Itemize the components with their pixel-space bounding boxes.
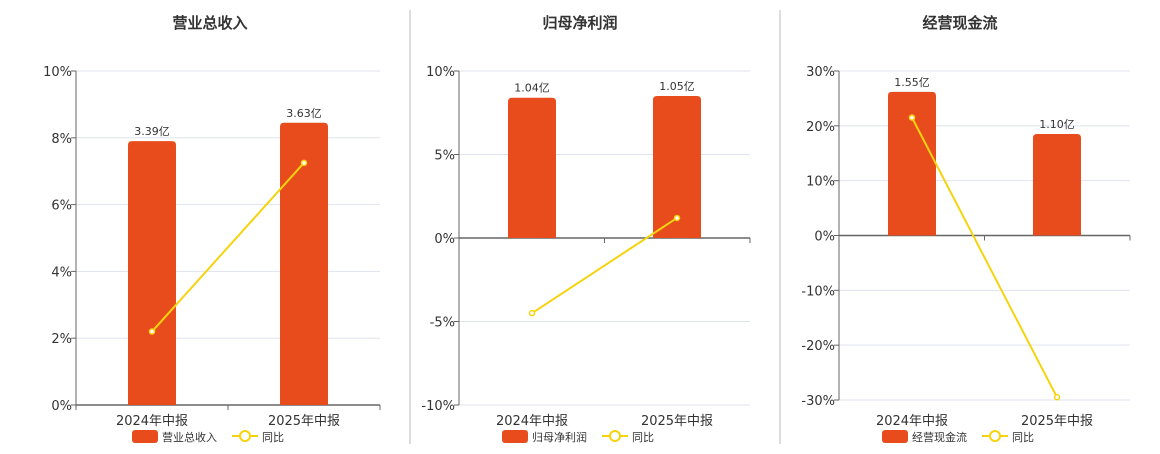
bar [280,122,328,406]
legend-line-label: 同比 [262,431,284,444]
yoy-point [673,214,681,222]
legend-bar-swatch [502,430,528,443]
y-tick-label: -30% [801,394,835,409]
legend-line-marker [609,430,621,442]
y-tick-label: 4% [51,265,72,280]
yoy-point [1053,394,1061,401]
yoy-point [528,309,536,317]
yoy-point [148,328,156,335]
y-tick-label: 8% [51,132,72,147]
y-tick-label: 20% [806,120,835,135]
revenue-chart-panel: 营业总收入 0% 2% 4% 6% 8% 10% 2024年中报 2025年中报 3.39亿 3.6… [43,14,381,444]
y-tick-label: 10% [426,65,455,80]
legend-bar-swatch [132,430,158,443]
yoy-line [911,117,1058,398]
y-tick-label: 30% [806,65,835,80]
y-tick-label: 2% [51,332,72,347]
bar [508,97,556,238]
legend-bar-label: 归母净利润 [532,430,587,444]
chart-title: 营业总收入 [172,14,247,32]
x-category-label: 2025年中报 [641,414,713,429]
bar-data-label: 1.05亿 [659,80,695,93]
x-category-label: 2024年中报 [876,414,948,429]
operating-cashflow-chart-panel: 经营现金流 -30% -20% -10% 0% 10% 20% 30% 2024年中报 2025年… [801,14,1131,444]
y-tick-label: 5% [434,149,455,164]
legend-bar-swatch [882,430,908,443]
bar [653,96,701,238]
y-tick-label: 10% [43,65,72,80]
legend-line-label: 同比 [632,431,654,444]
y-tick-label: 0% [51,399,72,414]
net-profit-chart-panel: 归母净利润 -10% -5% 0% 5% 10% 2024年中报 2025年中报 1.04亿 1.… [421,14,751,444]
y-tick-label: -20% [801,339,835,354]
bar-data-label: 1.10亿 [1039,118,1075,131]
bar-data-label: 1.55亿 [894,76,930,89]
chart-title: 经营现金流 [922,14,997,32]
legend-line-marker [989,430,1001,442]
chart-title: 归母净利润 [542,14,617,32]
y-tick-label: 0% [814,230,835,245]
yoy-line [531,217,678,314]
yoy-line [151,162,305,333]
y-tick-label: 10% [806,175,835,190]
x-category-label: 2025年中报 [268,414,340,429]
y-tick-label: -5% [430,316,455,331]
y-tick-label: -10% [421,399,455,414]
x-category-label: 2024年中报 [496,414,568,429]
legend-line-marker [239,430,251,442]
y-tick-label: 6% [51,199,72,214]
yoy-point [300,159,308,167]
bar-data-label: 1.04亿 [514,82,550,95]
legend-bar-label: 经营现金流 [912,430,967,444]
legend-line-label: 同比 [1012,431,1034,444]
bar-data-label: 3.39亿 [134,125,170,138]
y-tick-label: 0% [434,232,455,247]
x-category-label: 2024年中报 [116,414,188,429]
legend-bar-label: 营业总收入 [162,430,217,444]
x-category-label: 2025年中报 [1021,414,1093,429]
bar [128,141,176,405]
bar [888,91,936,236]
y-tick-label: -10% [801,284,835,299]
yoy-point [908,114,916,121]
bar-data-label: 3.63亿 [286,107,322,120]
bar [1033,134,1081,236]
